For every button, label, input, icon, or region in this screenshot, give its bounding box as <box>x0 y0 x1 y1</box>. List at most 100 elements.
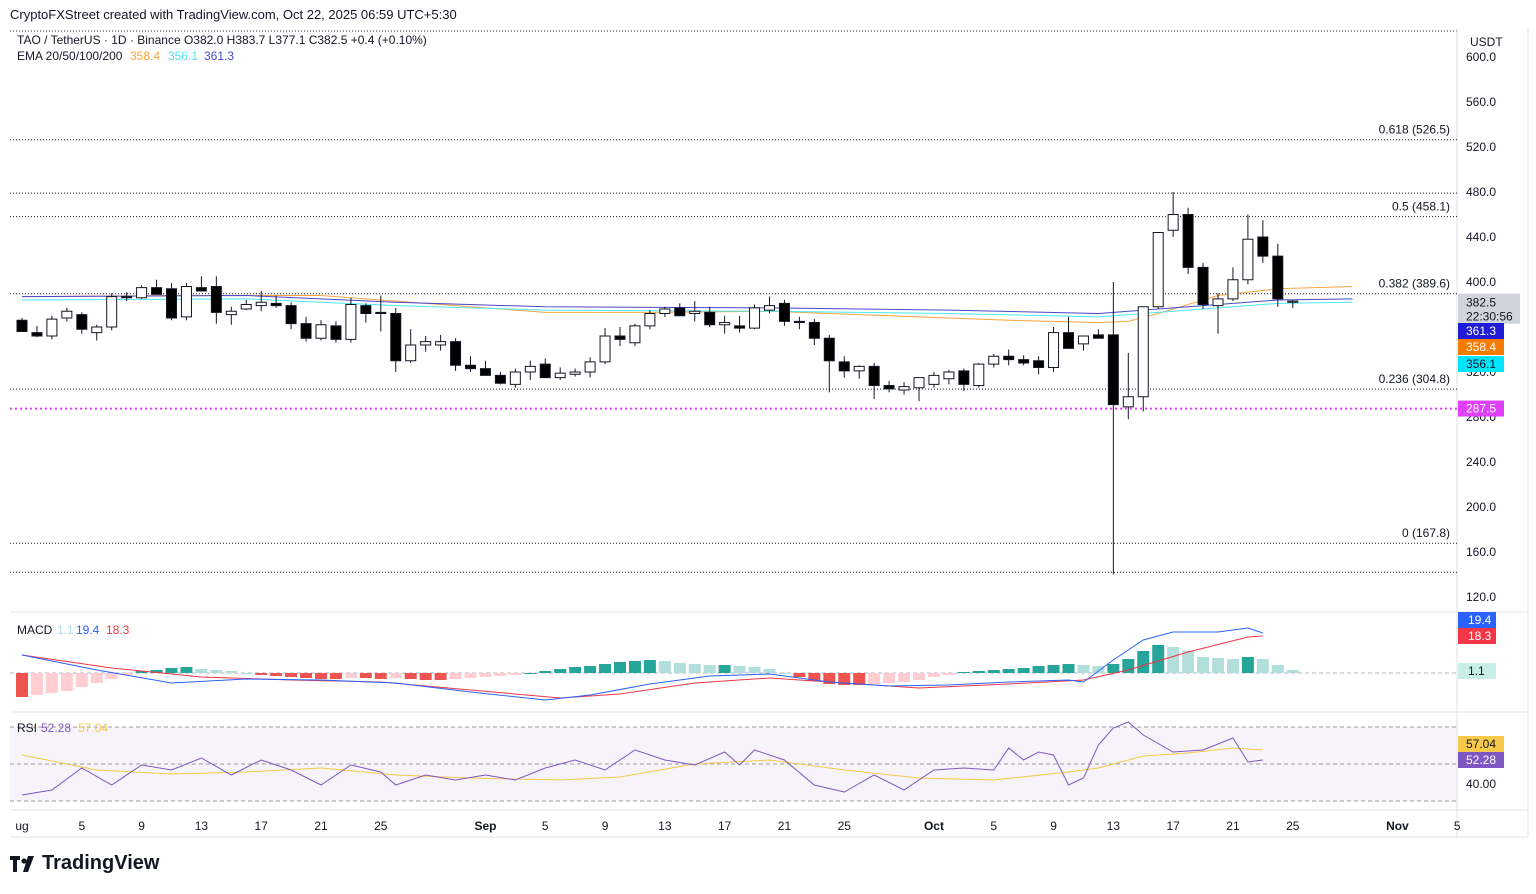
macd-hist-bar <box>838 673 851 685</box>
candle-body <box>958 370 970 385</box>
macd-hist-bar <box>150 670 163 673</box>
ema-price-tag-text: 356.1 <box>1466 357 1496 371</box>
tradingview-logo-text: TradingView <box>42 852 160 874</box>
macd-hist-bar <box>524 673 537 674</box>
tradingview-logo: TradingView <box>10 852 159 875</box>
candle-body <box>853 365 865 372</box>
macd-hist-bar <box>883 673 896 683</box>
candle-body <box>1227 279 1239 300</box>
candle-body <box>569 371 581 375</box>
macd-hist-bar <box>240 673 253 674</box>
macd-hist-bar <box>1256 659 1269 673</box>
ema-price-tag-text: 361.3 <box>1466 324 1496 338</box>
macd-hist-bar <box>344 673 357 678</box>
candle-body <box>1167 214 1179 231</box>
candle-body <box>988 355 1000 365</box>
macd-tag <box>1458 628 1496 644</box>
macd-hist-bar <box>1047 665 1060 673</box>
macd-hist-bar <box>359 673 372 678</box>
macd-hist-bar <box>1107 664 1120 673</box>
candle-body <box>1018 359 1030 364</box>
time-tick-label: Oct <box>924 819 944 833</box>
time-tick-label: 5 <box>78 819 85 833</box>
macd-hist-bar <box>718 665 731 673</box>
macd-hist-bar <box>255 673 268 675</box>
time-axis: ug 5 9 13 17 21 25 Sep 5 9 13 17 21 25 Oct 5 9 13 17 21 25 No… <box>15 819 1461 833</box>
macd-hist-bar <box>1017 668 1030 673</box>
candle-body <box>524 365 536 373</box>
macd-hist-bar <box>300 673 313 678</box>
time-tick-label: 25 <box>838 819 852 833</box>
macd-hist-bar <box>793 673 806 677</box>
macd-hist-bar <box>599 664 612 673</box>
candle-body <box>270 302 282 307</box>
macd-hist-bar <box>225 671 238 673</box>
candle-body <box>1182 214 1194 268</box>
macd-hist-bar <box>1286 670 1299 673</box>
candle-body <box>823 337 835 362</box>
time-tick-label: 5 <box>990 819 997 833</box>
macd-hist-bar <box>823 673 836 684</box>
time-tick-label: Sep <box>474 819 496 833</box>
time-tick-label: 5 <box>1454 819 1461 833</box>
time-tick-label: 17 <box>718 819 732 833</box>
macd-line <box>21 627 1263 701</box>
ema-price-tag-text: 358.4 <box>1466 340 1496 354</box>
macd-hist-bar <box>105 673 118 679</box>
rsi-tag <box>1458 736 1504 752</box>
ema-price-tag <box>1458 339 1504 355</box>
ema-20-value: 358.4 <box>130 49 160 63</box>
candle-body <box>1063 332 1074 349</box>
time-tick-label: 25 <box>374 819 388 833</box>
candle-body <box>465 364 476 370</box>
macd-hist-bar <box>1241 657 1254 673</box>
macd-hist-bar <box>748 667 761 673</box>
macd-hist-bar <box>389 673 402 678</box>
macd-tag-text: 19.4 <box>1468 613 1492 627</box>
candle-body <box>240 304 252 310</box>
fib-label: 0.618 (526.5) <box>1379 123 1450 137</box>
price-tick-label: 120.0 <box>1466 590 1496 604</box>
currency-label: USDT <box>1470 35 1503 49</box>
chart-attribution: CryptoFXStreet created with TradingView.… <box>10 7 457 22</box>
candle-body <box>225 310 237 316</box>
candle-body <box>210 286 222 313</box>
time-tick-label: Nov <box>1386 819 1409 833</box>
macd-hist-bar <box>1137 651 1150 673</box>
price-tick-label: 240.0 <box>1466 455 1496 469</box>
candle-body <box>1003 355 1015 361</box>
macd-hist-bar <box>285 673 298 677</box>
candle-body <box>61 310 73 319</box>
candle-body <box>91 326 103 334</box>
candle-body <box>734 325 746 329</box>
candle-body <box>1272 255 1284 300</box>
support-price-tag-text: 287.5 <box>1466 402 1496 416</box>
macd-hist-bar <box>733 666 746 673</box>
candle-body <box>898 386 910 391</box>
macd-hist-bar <box>778 673 791 674</box>
macd-hist-bar <box>913 673 925 680</box>
candle-body <box>928 374 940 385</box>
macd-hist-bar <box>1002 669 1015 673</box>
macd-hist-bar <box>853 673 866 685</box>
candle-body <box>539 363 551 379</box>
macd-hist-bar <box>868 673 881 684</box>
ema-legend-label: EMA 20/50/100/200 <box>17 49 123 63</box>
macd-hist-bar <box>315 673 327 679</box>
macd-hist-bar <box>643 660 656 673</box>
macd-tag-text: 1.1 <box>1468 664 1485 678</box>
candle-body <box>764 305 775 311</box>
time-tick-label: 13 <box>195 819 209 833</box>
macd-hist-bar <box>554 669 567 673</box>
candle-body <box>793 320 805 323</box>
macd-hist-bar <box>658 661 671 673</box>
candle-body <box>494 374 506 384</box>
candle-body <box>629 325 641 344</box>
time-tick-label: 9 <box>1050 819 1057 833</box>
candle-body <box>360 305 372 314</box>
time-tick-label: 17 <box>1166 819 1180 833</box>
macd-hist-bar <box>270 673 283 676</box>
candle-body <box>599 335 611 363</box>
ema-50-value: 356.1 <box>168 49 198 63</box>
